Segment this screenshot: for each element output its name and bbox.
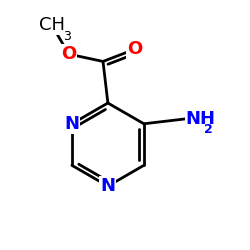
Text: N: N bbox=[64, 115, 80, 133]
Text: CH: CH bbox=[39, 16, 65, 34]
Text: 3: 3 bbox=[63, 30, 70, 43]
Text: O: O bbox=[61, 45, 76, 63]
Text: N: N bbox=[100, 177, 116, 195]
Text: O: O bbox=[127, 40, 142, 58]
Text: 2: 2 bbox=[204, 123, 212, 136]
Text: NH: NH bbox=[186, 110, 216, 128]
